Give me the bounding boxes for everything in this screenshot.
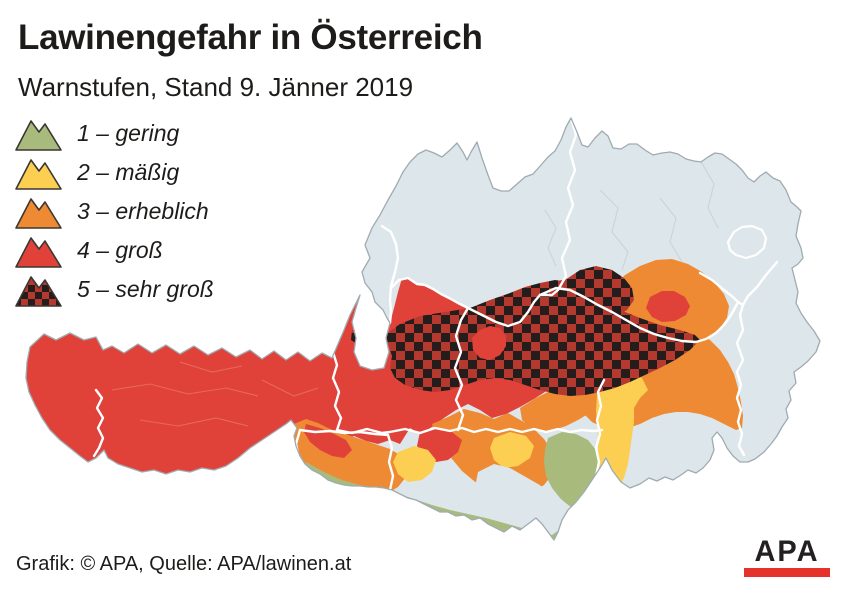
state-border-east-tyrol-north: [298, 428, 390, 437]
legend-row-level-1: 1 – gering: [14, 114, 214, 153]
state-border-vienna: [726, 224, 768, 260]
state-border-tyrol-salzburg: [331, 350, 343, 432]
state-border-salzburg-carinthia-styria: [335, 426, 604, 435]
district-line: [179, 361, 243, 373]
region-klagenfurt-basin-gray: [476, 464, 578, 518]
mountain-level-5-icon: [15, 275, 62, 307]
mountain-level-2-icon: [15, 158, 62, 190]
district-line: [139, 417, 249, 427]
apa-logo-bar: [744, 568, 830, 577]
region-lower-austria-red-patch: [646, 291, 690, 322]
district-line: [659, 197, 683, 263]
country-outline: [25, 117, 821, 541]
region-checker-main-band: [386, 280, 700, 396]
state-border-vorarlberg-tyrol: [92, 388, 105, 458]
credit-line: Grafik: © APA, Quelle: APA/lawinen.at: [16, 553, 352, 575]
legend-label-level-1: 1 – gering: [77, 120, 180, 146]
region-checker-northeast-lobe: [561, 266, 634, 322]
district-line: [111, 383, 259, 397]
apa-logo: APA: [744, 535, 830, 577]
legend-row-level-2: 2 – mäßig: [14, 153, 214, 192]
legend-row-level-3: 3 – erheblich: [14, 192, 214, 231]
state-border-salzburg-upperaustria-west: [380, 224, 400, 325]
legend: 1 – gering 2 – mäßig 3 – erheblich 4 – g…: [14, 114, 214, 309]
subtitle: Warnstufen, Stand 9. Jänner 2019: [18, 72, 414, 102]
apa-logo-text: APA: [754, 535, 820, 569]
region-carinthia-nock-yellow: [393, 446, 436, 482]
state-border-upperaustria-styria: [466, 293, 542, 328]
district-line: [544, 209, 557, 267]
page-title: Lawinengefahr in Österreich: [18, 18, 483, 57]
state-border-salzburg-upperaustria: [389, 276, 470, 310]
mountain-level-4-icon: [15, 236, 62, 268]
district-line: [699, 159, 719, 229]
legend-label-level-5: 5 – sehr groß: [77, 276, 214, 302]
state-border-styria-lowceraustria: [538, 286, 740, 344]
district-line: [261, 379, 319, 397]
legend-row-level-4: 4 – groß: [14, 231, 214, 270]
mountain-level-1-icon: [15, 119, 62, 151]
legend-label-level-2: 2 – mäßig: [77, 159, 180, 185]
state-border-burgenland-north: [741, 260, 779, 307]
region-carinthia-central-yellow: [490, 432, 534, 468]
legend-row-level-5: 5 – sehr groß: [14, 270, 214, 309]
state-border-east-tyrol-east: [386, 433, 395, 492]
legend-label-level-3: 3 – erheblich: [77, 198, 209, 224]
mountain-level-3-icon: [15, 197, 62, 229]
state-border-burgenland-west: [698, 271, 746, 457]
legend-label-level-4: 4 – groß: [77, 237, 163, 263]
region-checker-inner-red-hole: [472, 326, 506, 360]
district-line: [599, 189, 629, 271]
state-border-salzburg-east: [453, 306, 470, 432]
state-border-upperaustria-loweraustria: [538, 118, 578, 297]
